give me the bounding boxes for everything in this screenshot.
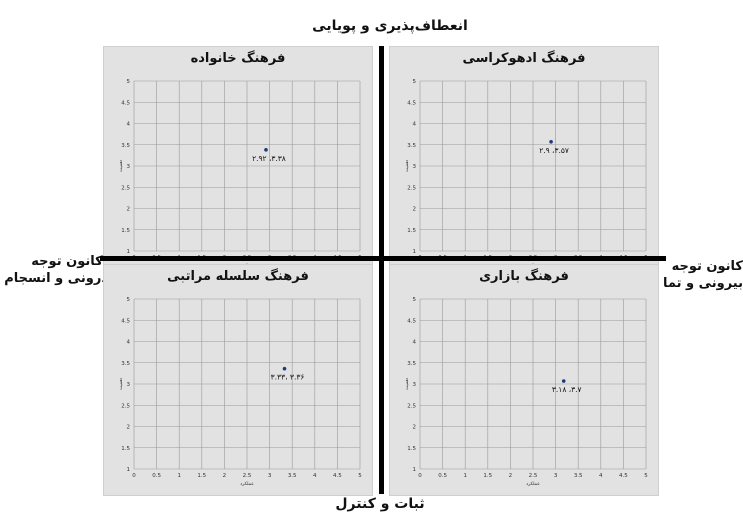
- y-tick-label: 2: [127, 425, 131, 431]
- x-tick-label: 2: [223, 473, 227, 479]
- y-tick-label: 4: [413, 122, 417, 128]
- chart-panel-hierarchy: فرهنگ سلسله مراتبی 0 0.5 1 1.5 2 2.5 3 3.5 4 4.5 5…: [103, 264, 373, 496]
- x-tick-label: 0.5: [152, 473, 161, 479]
- y-tick-label: 4: [127, 340, 131, 346]
- y-tick-label: 1: [127, 249, 131, 255]
- y-tick-label: 1.5: [407, 228, 416, 234]
- y-tick-label: 2.5: [121, 185, 130, 191]
- y-tick-label: 3.5: [407, 361, 416, 367]
- y-tick-label: 3.5: [407, 143, 416, 149]
- point-data-label: ۲.۹ ،۳.۵۷: [539, 146, 569, 155]
- y-tick-label: 1: [413, 249, 417, 255]
- x-tick-label: 3: [554, 473, 558, 479]
- y-tick-label: 3.5: [121, 143, 130, 149]
- y-tick-label: 4.5: [121, 318, 130, 324]
- x-tick-label: 3.5: [288, 473, 297, 479]
- y-axis-title: اهمیت: [406, 160, 410, 172]
- vertical-divider: [379, 46, 384, 494]
- y-tick-label: 1: [127, 467, 131, 473]
- scatter-point: [264, 148, 268, 152]
- scatter-point: [561, 379, 566, 383]
- x-tick-label: 0.5: [438, 473, 447, 479]
- x-tick-label: 2.5: [243, 473, 252, 479]
- y-tick-label: 1.5: [407, 446, 416, 452]
- chart-panel-family: فرهنگ خانواده 00.511.522.533.544.5511.52…: [103, 46, 373, 278]
- scatter-point: [282, 366, 287, 371]
- scatter-plot-hierarchy: 0 0.5 1 1.5 2 2.5 3 3.5 4 4.5 5 1 1.5 2 2.5 3 3.5 4 4.5 5 عم…: [120, 297, 362, 487]
- y-tick-label: 3: [413, 164, 417, 170]
- x-tick-label: 3: [268, 473, 272, 479]
- point-data-label: ۳.۳۳، ۳.۳۶: [271, 373, 305, 382]
- y-tick-label: 3: [413, 382, 417, 388]
- y-tick-label: 2: [413, 207, 417, 213]
- x-tick-label: 1.5: [197, 473, 206, 479]
- y-tick-label: 2: [413, 425, 417, 431]
- y-tick-label: 3: [127, 164, 131, 170]
- point-data-label: ۳.۱۸ ،۳.۷: [552, 385, 582, 394]
- scatter-plot-adhocracy: 00.511.522.533.544.5511.522.533.544.55عم…: [406, 79, 648, 269]
- y-tick-label: 1.5: [121, 446, 130, 452]
- point-data-label: ۲.۹۲ ،۳.۳۸: [252, 154, 286, 163]
- x-tick-label: 0: [418, 473, 422, 479]
- x-tick-label: 4.5: [619, 473, 628, 479]
- x-tick-label: 5: [358, 473, 362, 479]
- x-tick-label: 1.5: [483, 473, 492, 479]
- y-axis-title: اهمیت: [406, 378, 410, 390]
- y-tick-label: 2: [127, 207, 131, 213]
- x-tick-label: 4: [313, 473, 317, 479]
- y-tick-label: 5: [127, 297, 131, 303]
- scatter-plot-family: 00.511.522.533.544.5511.522.533.544.55عم…: [120, 79, 362, 269]
- scatter-point: [549, 139, 553, 144]
- chart-panel-market: فرهنگ بازاری 0 0.5 1 1.5 2 2.5 3 3.5 4 4.5 5 1 1.5 2 2…: [389, 264, 659, 496]
- y-tick-label: 1: [413, 467, 417, 473]
- x-axis-title: عملکرد: [240, 481, 254, 487]
- y-axis-title: اهمیت: [120, 378, 124, 390]
- chart-title-adhocracy: فرهنگ ادهوکراسی: [462, 51, 586, 66]
- x-tick-label: 5: [644, 473, 648, 479]
- chart-panel-adhocracy: فرهنگ ادهوکراسی 00.511.522.533.544.5511.…: [389, 46, 659, 278]
- y-tick-label: 4: [127, 122, 131, 128]
- left-axis-label-line1: کانون توجه: [31, 254, 103, 269]
- y-tick-label: 4: [413, 340, 417, 346]
- y-tick-label: 5: [413, 297, 417, 303]
- y-tick-label: 5: [127, 79, 131, 85]
- x-tick-label: 1: [463, 473, 467, 479]
- x-tick-label: 4.5: [333, 473, 342, 479]
- horizontal-divider: [100, 256, 666, 261]
- x-tick-label: 0: [132, 473, 136, 479]
- y-tick-label: 5: [413, 79, 417, 85]
- x-tick-label: 4: [599, 473, 603, 479]
- y-tick-label: 3: [127, 382, 131, 388]
- x-axis-title: عملکرد: [526, 481, 540, 487]
- y-tick-label: 4.5: [407, 100, 416, 106]
- top-axis-label: انعطاف‌پذیری و پویایی: [312, 18, 468, 34]
- chart-title-hierarchy: فرهنگ سلسله مراتبی: [167, 269, 309, 284]
- x-tick-label: 2.5: [529, 473, 538, 479]
- y-tick-label: 2.5: [407, 185, 416, 191]
- y-tick-label: 1.5: [121, 228, 130, 234]
- x-tick-label: 1: [177, 473, 181, 479]
- y-tick-label: 4.5: [121, 100, 130, 106]
- scatter-plot-market: 0 0.5 1 1.5 2 2.5 3 3.5 4 4.5 5 1 1.5 2 2.5 3 3.5 4 4.5 5 عم…: [406, 297, 648, 487]
- left-axis-label-line2: درونی و انسجام: [4, 271, 108, 286]
- x-tick-label: 2: [509, 473, 513, 479]
- y-tick-label: 2.5: [407, 403, 416, 409]
- right-axis-label-line2: بیرونی و تمایز: [663, 276, 743, 291]
- y-tick-label: 3.5: [121, 361, 130, 367]
- chart-title-market: فرهنگ بازاری: [479, 269, 569, 284]
- chart-title-family: فرهنگ خانواده: [190, 51, 286, 66]
- bottom-axis-label: ثبات و کنترل: [335, 496, 425, 512]
- y-tick-label: 4.5: [407, 318, 416, 324]
- y-tick-label: 2.5: [121, 403, 130, 409]
- right-axis-label-line1: کانون توجه: [671, 259, 743, 274]
- x-tick-label: 3.5: [574, 473, 583, 479]
- y-axis-title: اهمیت: [120, 160, 124, 172]
